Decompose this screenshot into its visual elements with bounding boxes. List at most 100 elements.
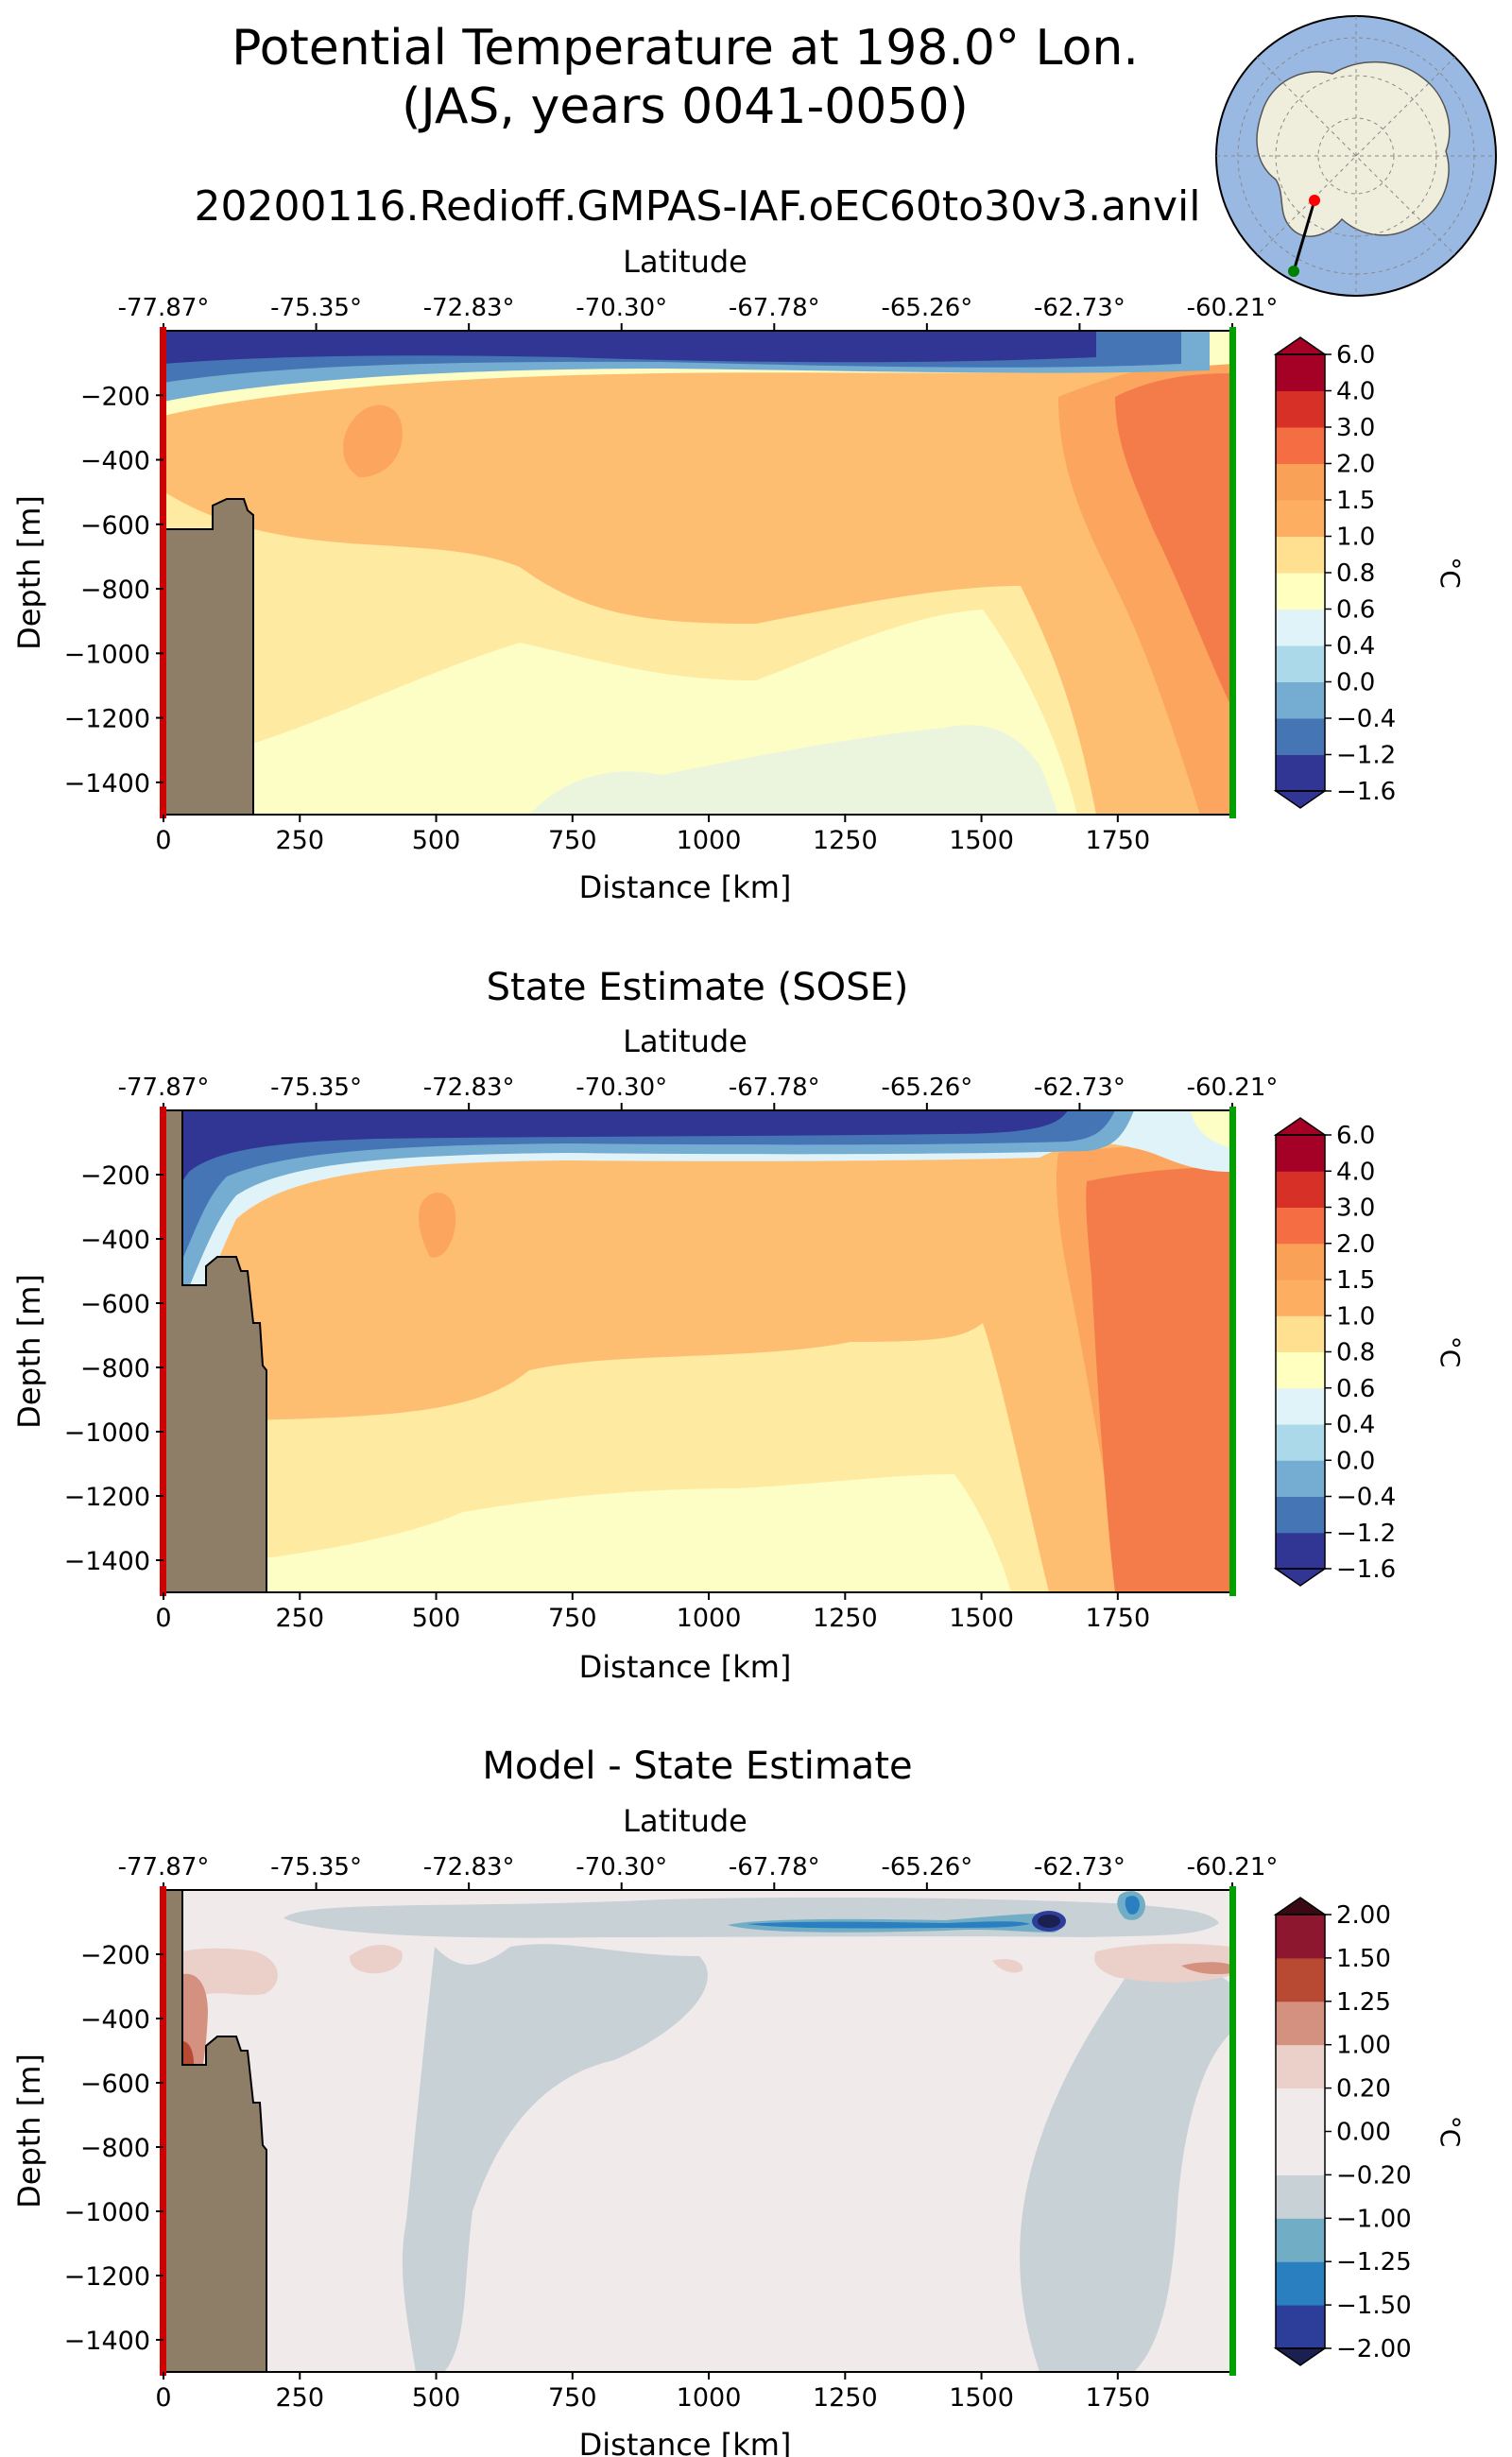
colorbar-label: °C	[1435, 1336, 1466, 1368]
colorbar-segment	[1276, 1135, 1325, 1172]
figure-title-line2: (JAS, years 0041-0050)	[402, 78, 969, 135]
colorbar-extend-high	[1273, 1117, 1328, 1136]
y-tick-label: −1200	[64, 705, 150, 734]
colorbar-tick-label: 2.0	[1336, 1230, 1375, 1259]
x-tick-label: 1000	[677, 1604, 742, 1633]
colorbar-tick-label: 0.6	[1336, 596, 1375, 625]
y-tick-label: −1000	[64, 2198, 150, 2227]
y-tick-label: −800	[80, 576, 150, 605]
colorbar-tick-label: 3.0	[1336, 1194, 1375, 1223]
colorbar-segment	[1276, 463, 1325, 501]
top-tick-label: -75.35°	[270, 1853, 362, 1881]
colorbar-segment	[1276, 609, 1325, 646]
y-axis-label: Depth [m]	[11, 495, 47, 650]
section-end-edge	[1229, 327, 1236, 818]
colorbar-segment	[1276, 390, 1325, 428]
colorbar-segment	[1276, 2218, 1325, 2262]
model-contour-field	[163, 331, 1232, 815]
colorbar-segment	[1276, 2174, 1325, 2219]
colorbar-tick-label: 0.4	[1336, 632, 1375, 661]
colorbar-tick-label: 0.00	[1336, 2119, 1391, 2147]
x-tick-label: 250	[275, 826, 324, 855]
colorbar-tick-label: 4.0	[1336, 1158, 1375, 1186]
x-tick-label: 500	[412, 2383, 461, 2413]
top-tick-label: -62.73°	[1034, 294, 1125, 322]
x-tick-label: 500	[412, 1604, 461, 1633]
colorbar-segment	[1276, 573, 1325, 610]
y-tick-label: −1200	[64, 1483, 150, 1512]
y-tick-label: −1200	[64, 2262, 150, 2292]
x-tick-label: 1000	[677, 2383, 742, 2413]
colorbar-tick-label: 0.8	[1336, 1339, 1375, 1367]
colorbar-tick-label: −2.00	[1336, 2335, 1412, 2363]
colorbar-extend-low	[1273, 790, 1328, 809]
colorbar-segment	[1276, 718, 1325, 755]
section-start-edge	[160, 1886, 166, 2376]
x-tick-label: 250	[275, 2383, 324, 2413]
bathymetry	[163, 1890, 267, 2372]
x-axis-label: Distance [km]	[579, 1649, 792, 1685]
colorbar-tick-label: 1.5	[1336, 487, 1375, 515]
colorbar-tick-label: −0.4	[1336, 705, 1396, 733]
section-start-edge	[160, 1107, 166, 1596]
layer-below--1.6	[163, 1110, 1068, 1228]
antarctica-polar-map-icon	[1215, 15, 1497, 297]
y-tick-label: −1400	[64, 769, 150, 799]
colorbar-tick-label: 0.0	[1336, 1447, 1375, 1475]
x-tick-label: 1500	[949, 2383, 1014, 2413]
layer-below--1.6	[163, 331, 1096, 364]
colorbar-tick-label: 1.00	[1336, 2032, 1391, 2060]
colorbar-segment	[1276, 427, 1325, 464]
colorbar-tick-label: 3.0	[1336, 414, 1375, 442]
top-tick-label: -67.78°	[729, 1853, 820, 1881]
layer-0.20-to-1.00-patch	[350, 1945, 403, 1974]
bathymetry	[163, 498, 254, 815]
difference-contour-field	[163, 1890, 1232, 2372]
layer-1.5-to-2.0-west	[343, 404, 403, 477]
top-tick-label: -65.26°	[881, 294, 972, 322]
y-tick-label: −1400	[64, 1547, 150, 1576]
colorbar-label: °C	[1435, 2116, 1466, 2148]
top-tick-label: -70.30°	[576, 294, 667, 322]
colorbar-segment	[1276, 2001, 1325, 2046]
y-tick-label: −400	[80, 1226, 150, 1255]
x-tick-label: 750	[548, 826, 597, 855]
top-tick-label: -70.30°	[576, 1074, 667, 1102]
colorbar-segment	[1276, 1915, 1325, 1959]
x-tick-label: 750	[548, 2383, 597, 2413]
y-tick-label: −400	[80, 2005, 150, 2035]
x-tick-label: 750	[548, 1604, 597, 1633]
colorbar-segment	[1276, 681, 1325, 719]
colorbar-tick-label: −1.50	[1336, 2292, 1412, 2320]
y-tick-label: −800	[80, 2134, 150, 2163]
layer-0.4-to-0.6	[529, 725, 1058, 815]
layer-1.00-to-1.25-east	[1181, 1962, 1232, 1975]
colorbar-segment	[1276, 2131, 1325, 2175]
section-end-marker	[1288, 266, 1299, 277]
top-tick-label: -60.21°	[1187, 1074, 1279, 1102]
colorbar-tick-label: 0.6	[1336, 1375, 1375, 1403]
layer-neutral-east	[1134, 2032, 1232, 2372]
section-end-edge	[1229, 1107, 1236, 1596]
top-tick-label: -62.73°	[1034, 1853, 1125, 1881]
panel-sose: State Estimate (SOSE) Latitude -77.87° -7…	[11, 966, 1466, 1685]
x-tick-label: 1250	[813, 826, 878, 855]
colorbar-segment	[1276, 536, 1325, 574]
colorbar-segment	[1276, 1957, 1325, 2002]
top-tick-label: -67.78°	[729, 1074, 820, 1102]
x-tick-label: 1750	[1085, 826, 1150, 855]
colorbar-tick-label: 1.0	[1336, 1302, 1375, 1331]
colorbar: −1.6 −1.2 −0.4 0.0 0.4 0.6 0.8 1.0 1.5 2.0 3.0 4.0 6…	[1273, 1117, 1466, 1587]
sose-contour-field	[163, 1110, 1232, 1592]
colorbar-segment	[1276, 1207, 1325, 1245]
colorbar-tick-label: −1.6	[1336, 778, 1396, 806]
top-tick-label: -65.26°	[881, 1853, 972, 1881]
colorbar-segment	[1276, 1315, 1325, 1352]
colorbar-tick-label: 0.0	[1336, 669, 1375, 697]
layer-1.5-to-2.0-west	[419, 1193, 456, 1258]
y-tick-label: −200	[80, 1161, 150, 1191]
section-start-marker	[1309, 195, 1320, 206]
panel-model: Latitude -77.87° -75.35° -72.83° -70.30° -67…	[11, 244, 1466, 905]
colorbar-segment	[1276, 1496, 1325, 1534]
